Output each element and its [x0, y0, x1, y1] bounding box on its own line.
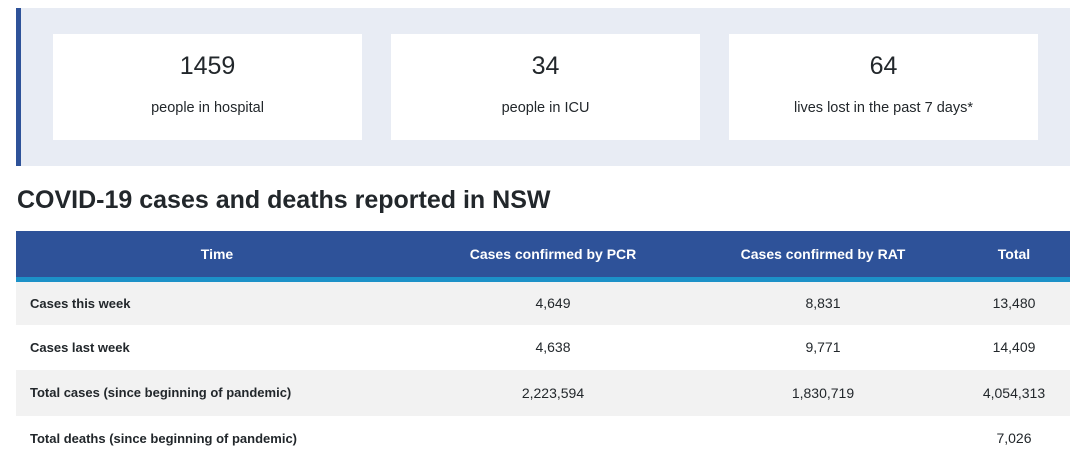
cell-pcr: 4,638 — [535, 339, 571, 356]
cell-total: 7,026 — [996, 430, 1032, 447]
stat-label: people in ICU — [501, 100, 590, 116]
cell-rat: 1,830,719 — [791, 384, 855, 401]
cell-total: 14,409 — [992, 339, 1036, 356]
header-time: Time — [16, 231, 418, 282]
table-row: Cases last week 4,638 9,771 14,409 — [16, 324, 1070, 370]
cell-total: 4,054,313 — [982, 384, 1046, 401]
stat-card-icu: 34 people in ICU — [391, 34, 700, 140]
cell-rat — [688, 416, 958, 460]
cell-pcr: 2,223,594 — [521, 384, 585, 401]
cell-pcr: 4,649 — [535, 295, 571, 311]
cases-table: Time Cases confirmed by PCR Cases confir… — [16, 231, 1070, 460]
section-title: COVID-19 cases and deaths reported in NS… — [17, 186, 551, 214]
cell-rat: 9,771 — [805, 339, 841, 356]
header-total: Total — [958, 231, 1070, 282]
stat-value: 64 — [869, 52, 898, 80]
row-label: Cases this week — [30, 295, 131, 311]
table-row: Total cases (since beginning of pandemic… — [16, 370, 1070, 416]
cell-total: 13,480 — [992, 295, 1036, 311]
stats-panel: 1459 people in hospital 34 people in ICU… — [16, 8, 1070, 166]
table-row: Total deaths (since beginning of pandemi… — [16, 415, 1070, 460]
stat-value: 34 — [531, 52, 560, 80]
cell-rat: 8,831 — [805, 295, 841, 311]
header-rat: Cases confirmed by RAT — [688, 231, 958, 282]
cell-pcr — [418, 416, 688, 460]
table-row: Cases this week 4,649 8,831 13,480 — [16, 279, 1070, 325]
stat-label: lives lost in the past 7 days* — [794, 100, 973, 116]
stat-card-hospital: 1459 people in hospital — [53, 34, 362, 140]
row-label: Total deaths (since beginning of pandemi… — [30, 430, 298, 446]
header-pcr: Cases confirmed by PCR — [418, 231, 688, 282]
row-label: Cases last week — [30, 339, 130, 355]
stat-card-deaths: 64 lives lost in the past 7 days* — [729, 34, 1038, 140]
table-header-row: Time Cases confirmed by PCR Cases confir… — [16, 231, 1070, 282]
stat-value: 1459 — [179, 52, 236, 80]
stat-label: people in hospital — [151, 100, 264, 116]
row-label: Total cases (since beginning of pandemic… — [30, 385, 292, 401]
